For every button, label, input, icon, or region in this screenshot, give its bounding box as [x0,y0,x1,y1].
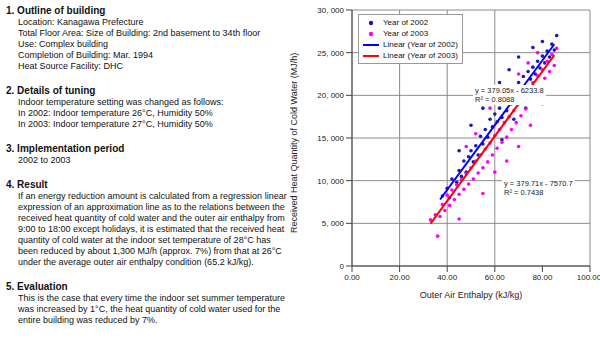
html-text:4. Result: 4. Result [6,179,48,190]
html-text:Use: Complex building: Use: Complex building [18,39,108,49]
svg-text:20, 000: 20, 000 [317,91,344,100]
svg-text:20.00: 20.00 [390,273,411,282]
html-text:2002 to 2003: 2002 to 2003 [18,155,71,165]
svg-text:40.00: 40.00 [437,273,458,282]
html-text:y = 379.05x - 6233.8: y = 379.05x - 6233.8 [475,86,544,95]
svg-text:0.00: 0.00 [344,273,360,282]
svg-text:60.00: 60.00 [485,273,506,282]
html-text:If an energy reduction amount: If an energy reduction amount is calcula… [18,191,287,267]
html-text:1. Outline of building: 1. Outline of building [6,5,106,16]
svg-text:5, 000: 5, 000 [322,219,345,228]
svg-text:25, 000: 25, 000 [317,49,344,58]
svg-text:0: 0 [340,262,345,271]
html-text:Linear (Year of 2002): Linear (Year of 2002) [383,40,458,49]
html-text:Completion of Building: Mar. 1: Completion of Building: Mar. 1994 [18,50,154,60]
html-text:Year of 2002: Year of 2002 [383,18,429,27]
svg-text:80.00: 80.00 [532,273,553,282]
svg-text:Received Heat Quantity of Cold: Received Heat Quantity of Cold Water (MJ… [290,53,299,233]
html-text:Year of 2003: Year of 2003 [383,29,429,38]
html-text:Location: Kanagawa Prefecture: Location: Kanagawa Prefecture [18,17,144,27]
html-text:Indoor temperature setting was: Indoor temperature setting was changed a… [18,97,224,107]
html-text:Heat Source Facility: DHC: Heat Source Facility: DHC [18,61,123,71]
svg-text:30, 000: 30, 000 [317,6,344,15]
html-text:2. Details of tuning: 2. Details of tuning [6,85,96,96]
html-text:5. Evaluation: 5. Evaluation [6,281,68,292]
svg-text:Outer Air Enthalpy (kJ/kg): Outer Air Enthalpy (kJ/kg) [420,290,523,300]
svg-text:100.00: 100.00 [577,273,592,282]
html-text:R² = 0.7438: R² = 0.7438 [504,188,544,197]
html-text:Total Floor Area: Size of Buil: Total Floor Area: Size of Building: 2nd … [18,28,261,38]
svg-text:10, 000: 10, 000 [317,177,344,186]
svg-text:15, 000: 15, 000 [317,134,344,143]
html-text:Linear (Year of 2003): Linear (Year of 2003) [383,51,458,60]
html-text:In 2003: Indoor temperature 27: In 2003: Indoor temperature 27°C, Humidi… [18,119,213,129]
html-text:y = 379.71x - 7570.7: y = 379.71x - 7570.7 [504,179,573,188]
html-text:3. Implementation period: 3. Implementation period [6,143,125,154]
html-text:This is the case that every ti: This is the case that every time the ind… [18,293,286,325]
html-text:In 2002: Indoor temperature 26: In 2002: Indoor temperature 26°C, Humidi… [18,108,213,118]
html-text:R² = 0.8088: R² = 0.8088 [475,95,515,104]
